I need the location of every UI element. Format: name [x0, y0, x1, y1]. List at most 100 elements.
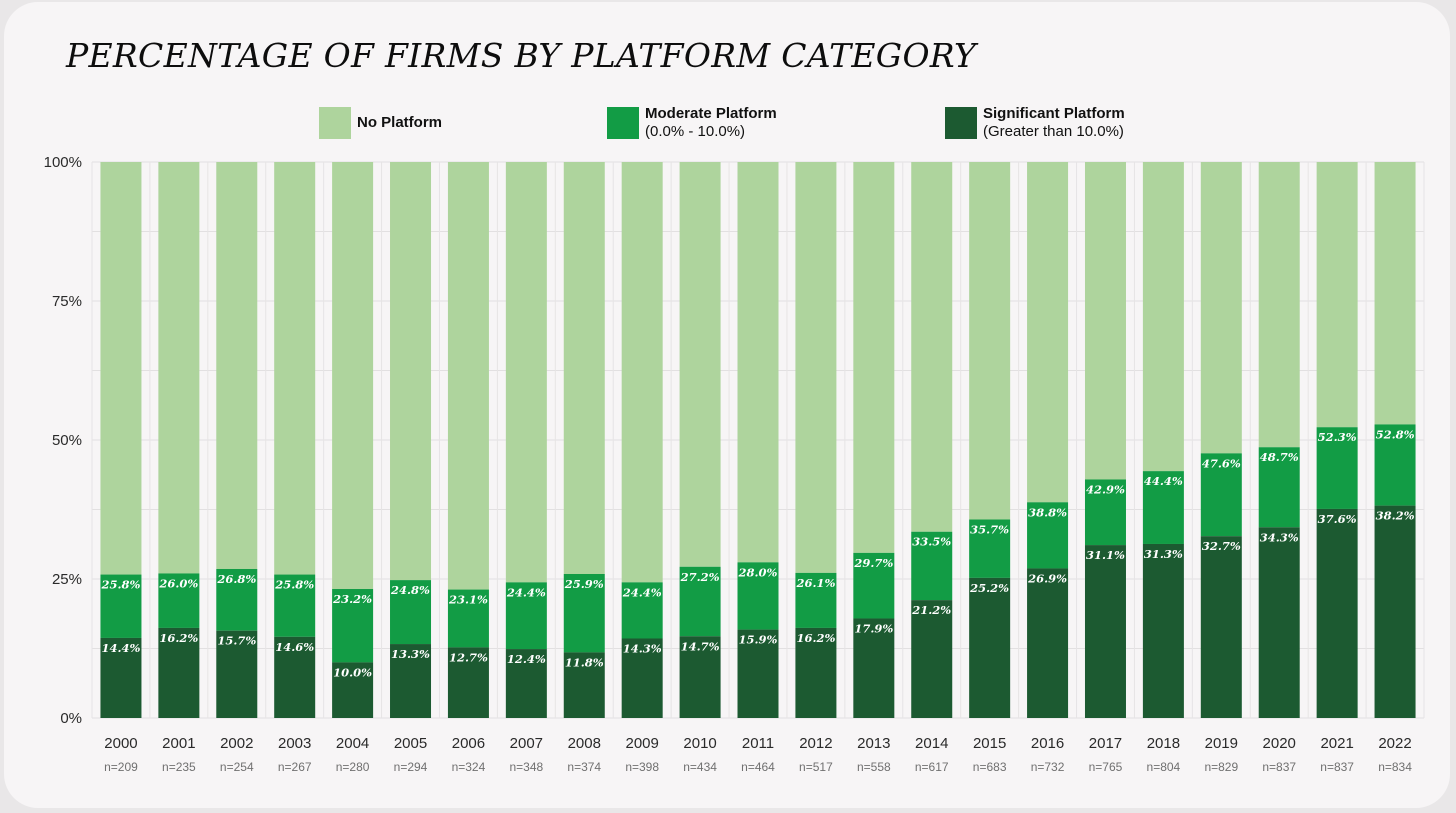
chart-title: PERCENTAGE OF FIRMS BY PLATFORM CATEGORY [66, 36, 977, 75]
x-sample-size-label: n=732 [1031, 760, 1065, 774]
x-sample-size-label: n=280 [336, 760, 370, 774]
bar-moderate-platform [1316, 427, 1358, 509]
bar-moderate-platform [1084, 479, 1126, 546]
bar-significant-platform [853, 618, 895, 718]
bar-no-platform [216, 162, 258, 569]
x-sample-size-label: n=294 [394, 760, 428, 774]
data-label-significant: 16.2% [159, 631, 198, 645]
data-label-significant: 38.2% [1376, 509, 1415, 523]
bar-significant-platform [216, 630, 258, 718]
bar-no-platform [795, 162, 837, 573]
data-label-platform: 38.8% [1028, 505, 1067, 519]
bar-no-platform [1258, 162, 1300, 448]
bar-moderate-platform [969, 519, 1011, 578]
data-label-significant: 12.4% [507, 652, 546, 666]
bar-moderate-platform [158, 573, 200, 628]
x-axis: 2000 n=209 2001 n=235 2002 n=254 2003 n=267 2004… [104, 735, 1412, 774]
bar-significant-platform [1027, 568, 1069, 718]
data-label-significant: 10.0% [333, 665, 372, 679]
data-label-significant: 13.3% [391, 647, 430, 661]
x-tick-label: 2015 [973, 735, 1006, 752]
legend-note-significant-platform: (Greater than 10.0%) [983, 123, 1124, 140]
x-tick-label: 2010 [683, 735, 716, 752]
y-tick-label: 100% [44, 154, 82, 171]
x-sample-size-label: n=617 [915, 760, 949, 774]
x-tick-label: 2011 [742, 735, 774, 752]
data-label-significant: 11.8% [565, 655, 604, 669]
x-tick-label: 2021 [1320, 735, 1353, 752]
x-sample-size-label: n=834 [1378, 760, 1412, 774]
data-label-significant: 25.2% [969, 581, 1009, 595]
bar-significant-platform [447, 647, 489, 718]
x-sample-size-label: n=837 [1262, 760, 1296, 774]
x-sample-size-label: n=829 [1204, 760, 1238, 774]
data-label-significant: 17.9% [854, 621, 893, 635]
y-tick-label: 25% [52, 571, 82, 588]
data-label-platform: 27.2% [680, 570, 720, 584]
x-sample-size-label: n=324 [452, 760, 486, 774]
bar-significant-platform [795, 627, 837, 718]
bar-moderate-platform [100, 574, 142, 638]
data-label-significant: 26.9% [1027, 571, 1067, 585]
bar-moderate-platform [216, 568, 258, 631]
data-label-platform: 28.0% [738, 565, 778, 579]
bar-significant-platform [1258, 527, 1300, 718]
x-sample-size-label: n=837 [1320, 760, 1354, 774]
legend-note-moderate-platform: (0.0% - 10.0%) [645, 123, 746, 140]
bar-no-platform [563, 162, 605, 574]
x-sample-size-label: n=804 [1147, 760, 1181, 774]
x-tick-label: 2020 [1263, 735, 1296, 752]
bar-no-platform [447, 162, 489, 590]
data-label-platform: 52.3% [1318, 430, 1357, 444]
bar-significant-platform [621, 638, 663, 718]
x-sample-size-label: n=348 [509, 760, 543, 774]
bar-moderate-platform [1027, 502, 1069, 569]
bar-significant-platform [737, 629, 779, 718]
bars [100, 162, 1416, 718]
data-label-significant: 15.7% [217, 634, 256, 648]
bar-significant-platform [1374, 505, 1416, 718]
bar-significant-platform [100, 637, 142, 718]
y-axis: 0% 25% 50% 75% 100% [44, 154, 82, 727]
x-tick-label: 2008 [568, 735, 601, 752]
bar-significant-platform [158, 627, 200, 718]
x-sample-size-label: n=235 [162, 760, 196, 774]
x-tick-label: 2016 [1031, 735, 1064, 752]
bar-moderate-platform [505, 582, 547, 650]
data-label-significant: 31.3% [1144, 547, 1183, 561]
x-sample-size-label: n=254 [220, 760, 254, 774]
bar-no-platform [1374, 162, 1416, 425]
data-label-significant: 14.3% [623, 641, 662, 655]
data-label-platform: 33.5% [912, 535, 951, 549]
data-label-platform: 23.2% [332, 592, 372, 606]
data-label-platform: 24.4% [506, 585, 546, 599]
legend-swatch-moderate-platform [607, 107, 639, 139]
x-tick-label: 2013 [857, 735, 890, 752]
x-tick-label: 2005 [394, 735, 427, 752]
x-sample-size-label: n=558 [857, 760, 891, 774]
x-sample-size-label: n=517 [799, 760, 833, 774]
bar-no-platform [679, 162, 721, 567]
bar-no-platform [1316, 162, 1358, 428]
y-tick-label: 50% [52, 432, 82, 449]
bar-significant-platform [1142, 543, 1184, 718]
x-tick-label: 2014 [915, 735, 948, 752]
data-label-platform: 25.8% [100, 578, 140, 592]
data-label-significant: 15.9% [739, 633, 778, 647]
x-sample-size-label: n=434 [683, 760, 717, 774]
bar-no-platform [1084, 162, 1126, 480]
data-label-platform: 47.6% [1202, 456, 1241, 470]
bar-no-platform [332, 162, 374, 590]
bar-no-platform [1027, 162, 1069, 503]
x-tick-label: 2018 [1147, 735, 1180, 752]
bar-no-platform [737, 162, 779, 563]
bar-significant-platform [679, 636, 721, 718]
data-label-significant: 14.4% [101, 641, 140, 655]
x-tick-label: 2000 [104, 735, 137, 752]
data-label-platform: 29.7% [853, 556, 893, 570]
legend-swatch-no-platform [319, 107, 351, 139]
bar-moderate-platform [1258, 447, 1300, 528]
x-sample-size-label: n=398 [625, 760, 659, 774]
data-label-platform: 25.8% [274, 578, 314, 592]
